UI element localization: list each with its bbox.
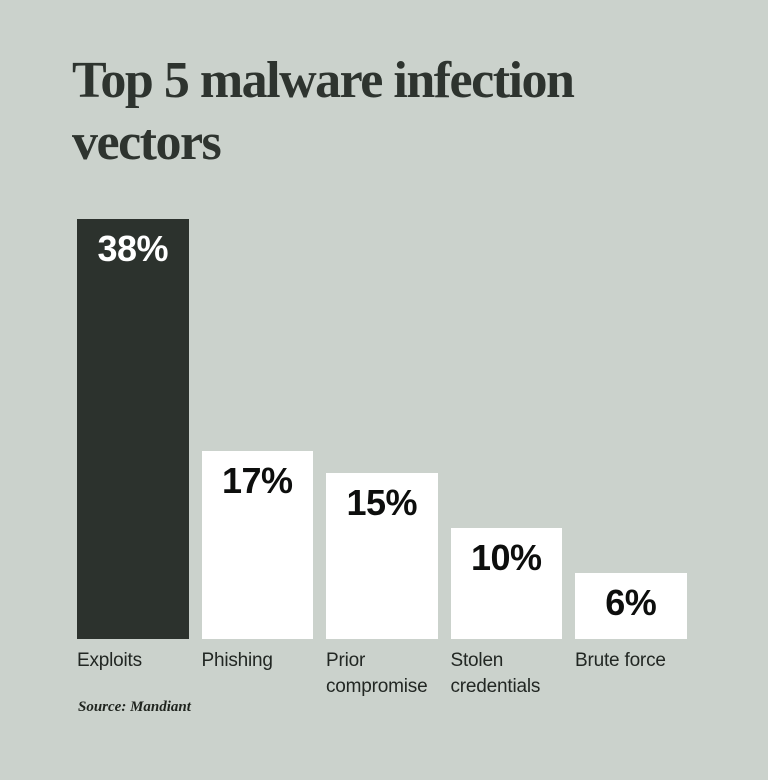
category-axis-labels: Exploits Phishing Prior compromise Stole… [77,648,717,700]
chart-title: Top 5 malware infection vectors [72,50,692,174]
bar-category-label: Prior compromise [326,650,428,697]
bar-value-label: 6% [605,581,657,623]
bar-chart: 38% 17% 15% 10% 6% [77,219,689,639]
bar-value-label: 17% [221,460,293,502]
bar-value-label: 10% [470,537,542,579]
bar-prior-compromise: 15% [326,473,438,639]
bar-category-label: Exploits [77,650,142,671]
bar-exploits: 38% [77,219,189,639]
bar-phishing: 17% [201,451,313,639]
chart-title-line-1: Top 5 malware infection [72,52,575,109]
bar-brute-force: 6% [575,572,687,639]
bar-category-label: Brute force [575,650,666,671]
chart-title-line-2: vectors [72,114,222,171]
bar-category-label: Stolen credentials [450,650,541,697]
bar-value-label: 38% [97,228,169,269]
bar-category-label: Phishing [201,650,273,671]
source-attribution: Source: Mandiant [78,699,191,715]
bar-stolen-credentials: 10% [450,528,562,639]
bar-value-label: 15% [346,482,418,524]
